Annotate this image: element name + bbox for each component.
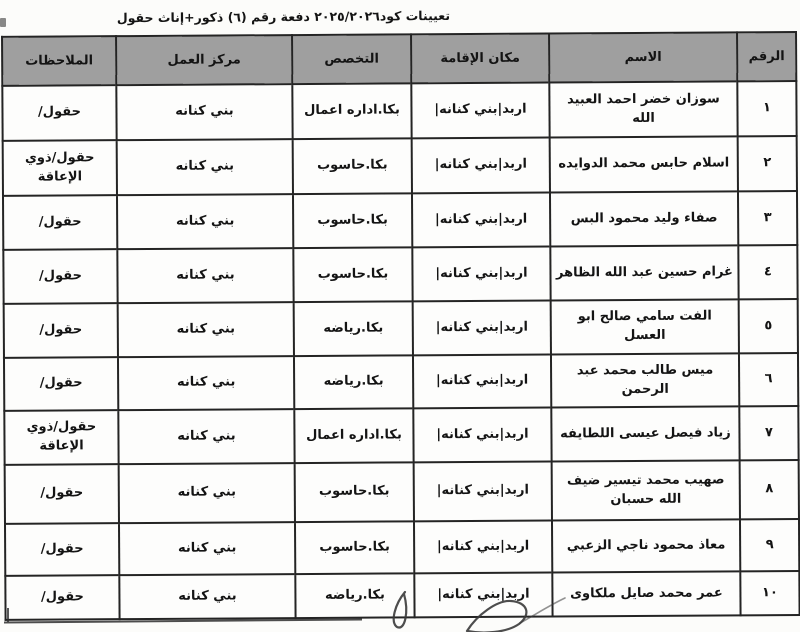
cell-notes: حقول/ <box>2 85 117 141</box>
cell-name: صفاء وليد محمود البس <box>549 191 739 247</box>
table-row: ٦ ميس طالب محمد عبد الرحمن اربد|بني كنانه|… <box>3 353 799 411</box>
col-header-residence: مكان الإقامة <box>411 33 550 84</box>
cell-name: الفت سامي صالح ابو العسل <box>550 299 739 355</box>
cell-name: ميس طالب محمد عبد الرحمن <box>550 353 740 408</box>
cell-specialization: بكا.حاسوب <box>292 138 412 195</box>
table-row: ٤ غرام حسين عبد الله الظاهر اربد|بني كنانه… <box>3 245 798 304</box>
cell-number: ٧ <box>739 405 799 461</box>
cell-residence: اربد|بني كنانه| <box>413 461 552 522</box>
cell-specialization: بكا.اداره اعمال <box>292 83 412 140</box>
cell-notes: حقول/ذوي الإعاقة <box>2 140 117 196</box>
table-row: ٩ معاذ محمود ناجي الزعبي اربد|بني كنانه| بك… <box>4 518 800 576</box>
cell-specialization: بكا.حاسوب <box>293 247 413 303</box>
header-row: الرقم الاسم مكان الإقامة التخصص مركز الع… <box>2 32 797 86</box>
cell-number: ٢ <box>737 136 797 192</box>
cell-work-center: بني كنانه <box>116 139 293 196</box>
cell-notes: حقول/ذوي الإعاقة <box>4 410 119 465</box>
table-row: ٥ الفت سامي صالح ابو العسل اربد|بني كنانه|… <box>3 299 798 358</box>
cell-work-center: بني كنانه <box>119 574 296 620</box>
table-row: ١ سوزان خضر احمد العبيد الله اربد|بني كنان… <box>2 81 797 141</box>
cell-work-center: بني كنانه <box>116 84 293 141</box>
cell-work-center: بني كنانه <box>117 356 295 411</box>
cell-residence: اربد|بني كنانه| <box>414 572 553 618</box>
cell-number: ٥ <box>738 299 798 354</box>
col-header-specialization: التخصص <box>292 34 412 85</box>
cell-specialization: بكا.حاسوب <box>292 193 413 249</box>
cell-number: ٨ <box>739 459 799 520</box>
cell-notes: حقول/ <box>3 357 119 411</box>
cell-residence: اربد|بني كنانه| <box>411 137 550 194</box>
cell-specialization: بكا.رياضه <box>293 355 414 410</box>
table-row: ٨ صهيب محمد تيسير ضيف الله حسبان اربد|بني … <box>4 459 799 524</box>
table-row: ٢ اسلام حابس محمد الدوايده اربد|بني كنانه|… <box>2 136 797 196</box>
cell-name: معاذ محمود ناجي الزعبي <box>551 519 741 573</box>
cell-specialization: بكا.حاسوب <box>294 521 415 575</box>
cell-notes: حقول/ <box>4 464 119 524</box>
col-header-number: الرقم <box>737 32 797 82</box>
cell-residence: اربد|بني كنانه| <box>413 520 553 574</box>
cell-specialization: بكا.حاسوب <box>294 462 414 523</box>
table-row: ١٠ عمر محمد صايل ملكاوى اربد|بني كنانه| بكا… <box>5 570 800 620</box>
table-row: ٣ صفاء وليد محمود البس اربد|بني كنانه| بكا.… <box>2 191 798 250</box>
cell-notes: حقول/ <box>4 523 120 576</box>
cell-specialization: بكا.اداره اعمال <box>294 408 414 464</box>
cell-number: ١٠ <box>740 570 800 616</box>
cell-notes: حقول/ <box>5 575 120 620</box>
cell-notes: حقول/ <box>3 303 118 358</box>
col-header-name: الاسم <box>549 32 738 83</box>
cell-name: اسلام حابس محمد الدوايده <box>549 136 738 193</box>
cell-work-center: بني كنانه <box>118 463 295 524</box>
cell-residence: اربد|بني كنانه| <box>411 82 550 139</box>
appointments-table: الرقم الاسم مكان الإقامة التخصص مركز الع… <box>1 31 800 621</box>
cell-residence: اربد|بني كنانه| <box>412 300 551 356</box>
cell-specialization: بكا.رياضه <box>293 301 413 357</box>
cell-number: ٤ <box>738 245 798 300</box>
cell-number: ٦ <box>738 353 799 407</box>
cell-residence: اربد|بني كنانه| <box>413 407 552 463</box>
cell-notes: حقول/ <box>3 249 118 304</box>
cell-name: زياد فيصل عيسى اللطايفه <box>551 406 740 462</box>
col-header-notes: الملاحظات <box>2 36 117 86</box>
cell-number: ٣ <box>737 191 798 246</box>
cell-work-center: بني كنانه <box>116 194 294 250</box>
cell-residence: اربد|بني كنانه| <box>412 354 552 409</box>
cell-number: ٩ <box>739 518 800 572</box>
cell-name: صهيب محمد تيسير ضيف الله حسبان <box>551 460 740 521</box>
cell-specialization: بكا.رياضه <box>295 573 415 619</box>
col-header-work-center: مركز العمل <box>116 35 293 86</box>
cell-work-center: بني كنانه <box>117 248 294 304</box>
cell-name: عمر محمد صايل ملكاوى <box>552 571 741 617</box>
cell-notes: حقول/ <box>2 195 118 250</box>
cell-name: سوزان خضر احمد العبيد الله <box>549 81 738 138</box>
cell-residence: اربد|بني كنانه| <box>412 246 551 302</box>
table-left-border-stub <box>7 608 9 622</box>
cell-number: ١ <box>737 81 797 137</box>
cell-work-center: بني كنانه <box>118 409 295 465</box>
table-row: ٧ زياد فيصل عيسى اللطايفه اربد|بني كنانه| ب… <box>4 405 799 465</box>
cell-residence: اربد|بني كنانه| <box>411 192 551 248</box>
cell-name: غرام حسين عبد الله الظاهر <box>550 245 739 301</box>
cell-work-center: بني كنانه <box>117 302 294 358</box>
scan-artifact-mark <box>0 18 6 27</box>
cell-work-center: بني كنانه <box>118 522 296 576</box>
document-title: تعيينات كود٢٠٢٥/٢٠٢٦ دفعة رقم (٦) ذكور+إ… <box>116 7 451 26</box>
